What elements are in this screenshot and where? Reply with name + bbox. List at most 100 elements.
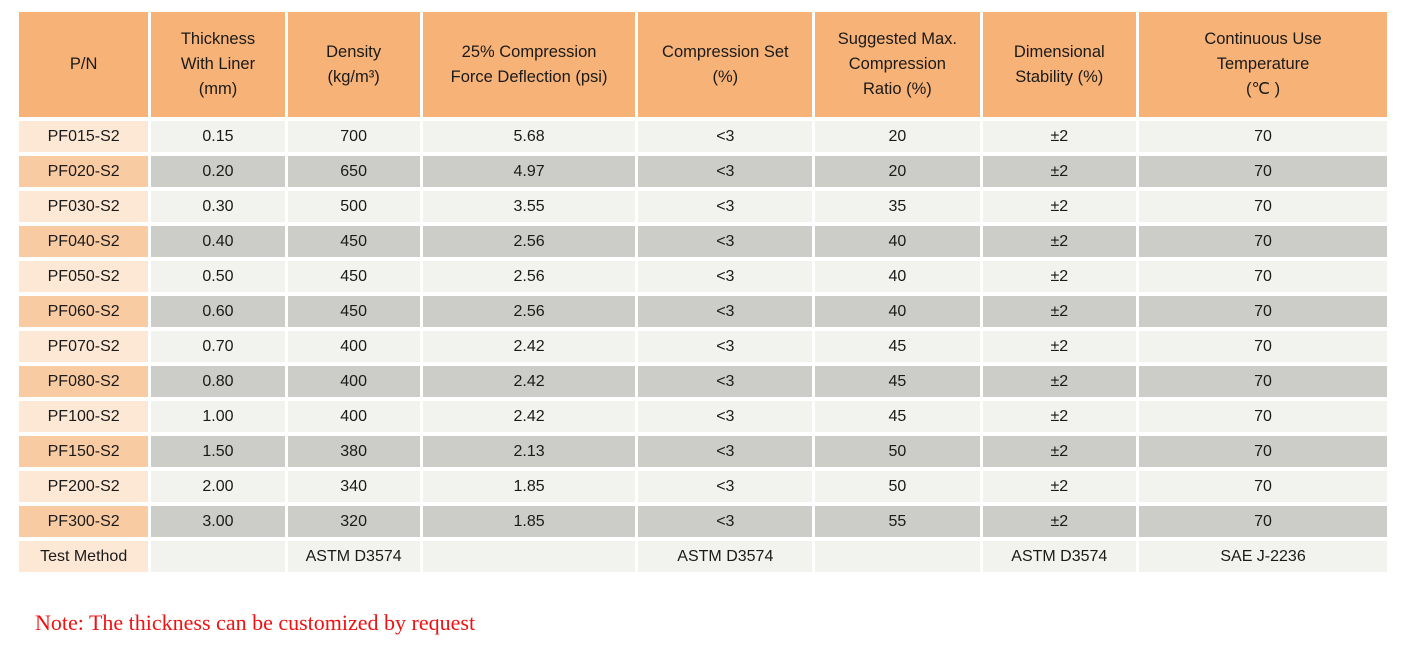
header-row: P/N Thickness With Liner (mm) Density (k… xyxy=(19,12,1387,117)
value-cell: ±2 xyxy=(982,121,1137,152)
column-header-dimensional-stability: Dimensional Stability (%) xyxy=(982,12,1137,117)
table-row: PF200-S2 2.00 340 1.85 <3 50 ±2 70 xyxy=(19,471,1387,502)
table-row: PF100-S2 1.00 400 2.42 <3 45 ±2 70 xyxy=(19,401,1387,432)
pn-cell: PF080-S2 xyxy=(19,366,149,397)
value-cell: 70 xyxy=(1139,471,1387,502)
value-cell: 0.30 xyxy=(151,191,285,222)
value-cell: 0.15 xyxy=(151,121,285,152)
value-cell: ±2 xyxy=(982,366,1137,397)
table-row: PF020-S2 0.20 650 4.97 <3 20 ±2 70 xyxy=(19,156,1387,187)
value-cell: 45 xyxy=(815,366,980,397)
table-row: PF015-S2 0.15 700 5.68 <3 20 ±2 70 xyxy=(19,121,1387,152)
value-cell: <3 xyxy=(638,296,813,327)
value-cell: 70 xyxy=(1139,121,1387,152)
value-cell: 2.42 xyxy=(422,331,636,362)
value-cell: 1.50 xyxy=(151,436,285,467)
value-cell: 650 xyxy=(287,156,420,187)
customization-note: Note: The thickness can be customized by… xyxy=(35,610,476,635)
table-row: PF070-S2 0.70 400 2.42 <3 45 ±2 70 xyxy=(19,331,1387,362)
value-cell: 340 xyxy=(287,471,420,502)
value-cell: SAE J-2236 xyxy=(1139,541,1387,572)
pn-cell: PF150-S2 xyxy=(19,436,149,467)
value-cell: 70 xyxy=(1139,401,1387,432)
pn-cell: PF100-S2 xyxy=(19,401,149,432)
value-cell: ±2 xyxy=(982,261,1137,292)
value-cell: ±2 xyxy=(982,471,1137,502)
column-header-continuous-use-temperature: Continuous Use Temperature (℃ ) xyxy=(1139,12,1387,117)
value-cell: 50 xyxy=(815,471,980,502)
value-cell: 320 xyxy=(287,506,420,537)
value-cell xyxy=(151,541,285,572)
value-cell: ±2 xyxy=(982,191,1137,222)
table-header: P/N Thickness With Liner (mm) Density (k… xyxy=(19,12,1387,117)
value-cell: <3 xyxy=(638,506,813,537)
value-cell: 400 xyxy=(287,366,420,397)
value-cell: 70 xyxy=(1139,506,1387,537)
pn-cell: PF060-S2 xyxy=(19,296,149,327)
value-cell: 45 xyxy=(815,331,980,362)
value-cell: 45 xyxy=(815,401,980,432)
value-cell: 70 xyxy=(1139,156,1387,187)
value-cell: <3 xyxy=(638,261,813,292)
value-cell: 2.00 xyxy=(151,471,285,502)
value-cell: 3.55 xyxy=(422,191,636,222)
value-cell: <3 xyxy=(638,366,813,397)
value-cell: 70 xyxy=(1139,191,1387,222)
table-row: PF300-S2 3.00 320 1.85 <3 55 ±2 70 xyxy=(19,506,1387,537)
table-row: PF040-S2 0.40 450 2.56 <3 40 ±2 70 xyxy=(19,226,1387,257)
table-row: PF030-S2 0.30 500 3.55 <3 35 ±2 70 xyxy=(19,191,1387,222)
value-cell: 50 xyxy=(815,436,980,467)
value-cell: 2.42 xyxy=(422,366,636,397)
value-cell: <3 xyxy=(638,226,813,257)
value-cell: 450 xyxy=(287,226,420,257)
value-cell: <3 xyxy=(638,331,813,362)
value-cell: ±2 xyxy=(982,506,1137,537)
value-cell: 55 xyxy=(815,506,980,537)
table-body: PF015-S2 0.15 700 5.68 <3 20 ±2 70 PF020-S2 0.20 6… xyxy=(19,121,1387,572)
value-cell: 70 xyxy=(1139,261,1387,292)
value-cell: ASTM D3574 xyxy=(638,541,813,572)
value-cell: 35 xyxy=(815,191,980,222)
value-cell: 400 xyxy=(287,331,420,362)
value-cell: ±2 xyxy=(982,226,1137,257)
value-cell: 700 xyxy=(287,121,420,152)
value-cell: 2.56 xyxy=(422,261,636,292)
value-cell: <3 xyxy=(638,401,813,432)
value-cell: 0.40 xyxy=(151,226,285,257)
value-cell: 2.13 xyxy=(422,436,636,467)
value-cell: 5.68 xyxy=(422,121,636,152)
value-cell: ±2 xyxy=(982,436,1137,467)
value-cell: <3 xyxy=(638,156,813,187)
table-row-test-method: Test Method ASTM D3574 ASTM D3574 ASTM D357… xyxy=(19,541,1387,572)
value-cell: 70 xyxy=(1139,226,1387,257)
value-cell: 70 xyxy=(1139,296,1387,327)
pn-cell: PF070-S2 xyxy=(19,331,149,362)
pn-cell: PF200-S2 xyxy=(19,471,149,502)
value-cell: ±2 xyxy=(982,296,1137,327)
column-header-compression-set: Compression Set (%) xyxy=(638,12,813,117)
table-row: PF080-S2 0.80 400 2.42 <3 45 ±2 70 xyxy=(19,366,1387,397)
value-cell: 2.42 xyxy=(422,401,636,432)
value-cell: <3 xyxy=(638,436,813,467)
value-cell: 3.00 xyxy=(151,506,285,537)
value-cell: 2.56 xyxy=(422,296,636,327)
value-cell: 1.85 xyxy=(422,471,636,502)
value-cell: 500 xyxy=(287,191,420,222)
table-row: PF060-S2 0.60 450 2.56 <3 40 ±2 70 xyxy=(19,296,1387,327)
column-header-density: Density (kg/m³) xyxy=(287,12,420,117)
column-header-max-compression-ratio: Suggested Max. Compression Ratio (%) xyxy=(815,12,980,117)
pn-cell: PF300-S2 xyxy=(19,506,149,537)
value-cell: 70 xyxy=(1139,331,1387,362)
value-cell: 20 xyxy=(815,156,980,187)
value-cell: 70 xyxy=(1139,436,1387,467)
value-cell: ±2 xyxy=(982,156,1137,187)
value-cell: <3 xyxy=(638,471,813,502)
value-cell: 0.60 xyxy=(151,296,285,327)
value-cell: 1.85 xyxy=(422,506,636,537)
column-header-compression-force-deflection: 25% Compression Force Deflection (psi) xyxy=(422,12,636,117)
value-cell: 380 xyxy=(287,436,420,467)
spec-table: P/N Thickness With Liner (mm) Density (k… xyxy=(16,8,1390,576)
pn-cell: PF040-S2 xyxy=(19,226,149,257)
value-cell: 0.50 xyxy=(151,261,285,292)
value-cell: 40 xyxy=(815,296,980,327)
